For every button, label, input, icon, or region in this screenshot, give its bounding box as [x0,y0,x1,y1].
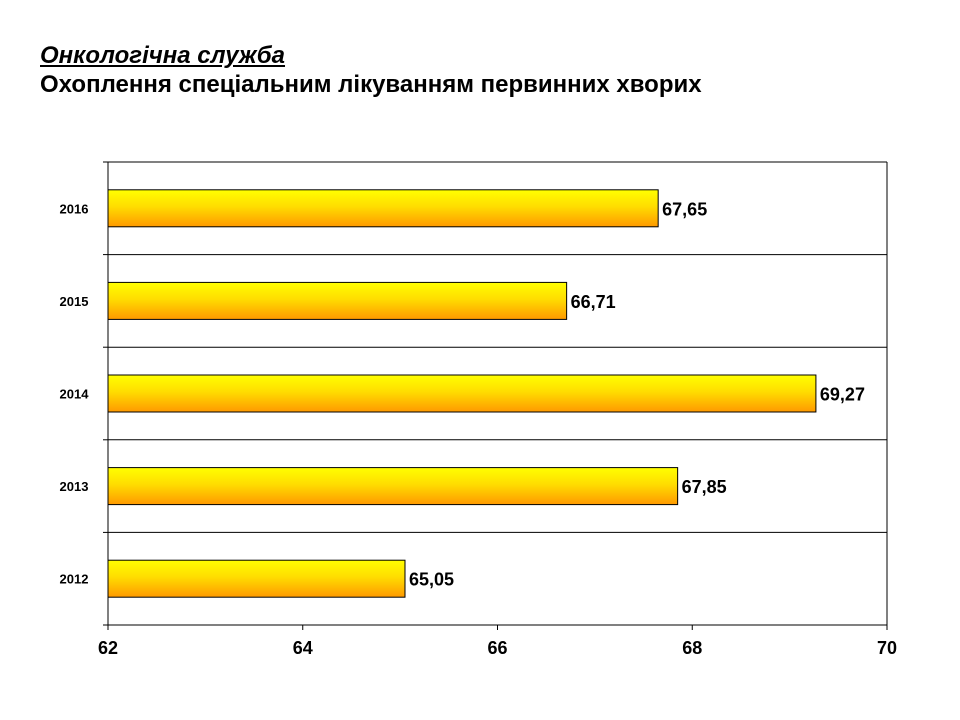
data-label: 67,65 [662,199,707,219]
bar-2012 [107,559,406,598]
x-tick-label: 70 [877,638,897,658]
data-label: 66,71 [571,292,616,312]
bar-2013 [107,467,679,506]
plot-area: 62 64 66 68 70 2016 67,65 2015 66,71 2014 69,27 201… [60,161,897,658]
category-label: 2012 [60,572,89,587]
bar-2016 [107,189,659,228]
section-title: Онкологічна служба [40,42,286,69]
bar-2015 [107,281,568,320]
data-label: 65,05 [409,570,454,590]
category-label: 2015 [60,294,89,309]
x-tick-label: 62 [98,638,118,658]
x-tick-label: 66 [487,638,507,658]
category-label: 2013 [60,479,89,494]
x-tick-label: 68 [682,638,702,658]
category-label: 2016 [60,201,89,216]
bar-2014 [107,374,817,413]
data-label: 67,85 [682,477,727,497]
x-tick-label: 64 [293,638,313,658]
chart-title: Охоплення спеціальним лікуванням первинн… [40,71,702,98]
category-label: 2014 [60,387,90,402]
chart-heading: Онкологічна служба Охоплення спеціальним… [40,42,702,100]
data-label: 69,27 [820,385,865,405]
